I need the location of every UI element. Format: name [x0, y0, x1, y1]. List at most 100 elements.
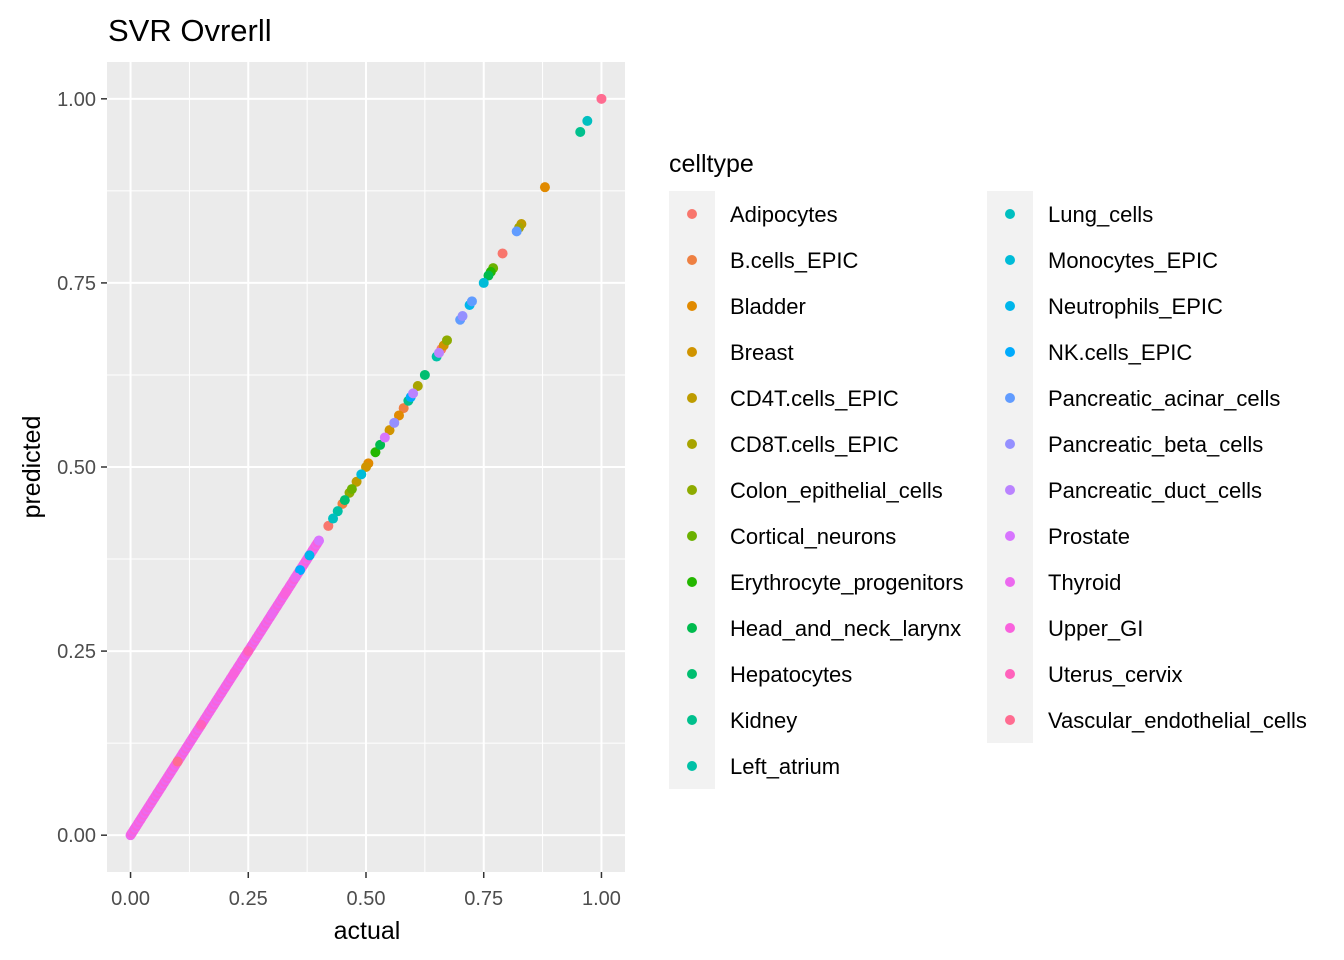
legend-label: Adipocytes [730, 202, 838, 227]
legend-label: Prostate [1048, 524, 1130, 549]
data-point [466, 296, 477, 307]
legend-key [1005, 669, 1015, 679]
legend-key [1005, 209, 1015, 219]
data-point [339, 495, 350, 506]
legend-key [687, 209, 697, 219]
data-point [328, 513, 339, 524]
y-tick-label: 0.75 [57, 273, 96, 295]
legend-label: Monocytes_EPIC [1048, 248, 1218, 273]
legend-key [1005, 255, 1015, 265]
legend-key [687, 669, 697, 679]
data-points [125, 93, 607, 841]
data-point [304, 550, 315, 561]
data-point [280, 587, 291, 598]
legend-key [1005, 439, 1015, 449]
data-point [229, 668, 240, 679]
data-point [379, 432, 390, 443]
legend-label: Pancreatic_duct_cells [1048, 478, 1262, 503]
legend-key [1005, 623, 1015, 633]
data-point [398, 403, 409, 414]
data-point [408, 388, 419, 399]
data-point [346, 484, 357, 495]
legend-key [687, 301, 697, 311]
legend-key [1005, 347, 1015, 357]
legend-label: Pancreatic_beta_cells [1048, 432, 1263, 457]
y-axis-ticks: 0.00 0.25 0.50 0.75 1.00 [57, 89, 107, 847]
legend-key [1005, 715, 1015, 725]
x-tick-label: 0.50 [347, 888, 386, 910]
data-point [290, 572, 301, 583]
y-tick-label: 0.00 [57, 825, 96, 847]
data-point [483, 270, 494, 281]
legend-label: Pancreatic_acinar_cells [1048, 386, 1280, 411]
data-point [497, 248, 508, 259]
legend-key [1005, 531, 1015, 541]
data-point [539, 182, 550, 193]
y-tick-label: 0.25 [57, 641, 96, 663]
legend-label: Vascular_endothelial_cells [1048, 708, 1307, 733]
legend-label: CD4T.cells_EPIC [730, 386, 899, 411]
legend-key [687, 439, 697, 449]
legend-label: Erythrocyte_progenitors [730, 570, 964, 595]
legend-key [687, 255, 697, 265]
legend-label: Uterus_cervix [1048, 662, 1182, 687]
legend-key [687, 577, 697, 587]
y-tick-label: 0.50 [57, 457, 96, 479]
data-point [582, 115, 593, 126]
legend-label: NK.cells_EPIC [1048, 340, 1192, 365]
legend-key [687, 761, 697, 771]
data-point [575, 126, 586, 137]
legend-key [687, 531, 697, 541]
legend-key-background [987, 191, 1033, 743]
legend-key [687, 347, 697, 357]
y-tick-label: 1.00 [57, 89, 96, 111]
legend-key [687, 485, 697, 495]
legend-key [1005, 301, 1015, 311]
data-point [351, 476, 362, 487]
data-point [441, 335, 452, 346]
legend-label: Colon_epithelial_cells [730, 478, 943, 503]
data-point [375, 439, 386, 450]
legend-label: B.cells_EPIC [730, 248, 858, 273]
chart-title: SVR Ovrerll [108, 13, 272, 48]
data-point [433, 347, 444, 358]
x-tick-label: 0.75 [464, 888, 503, 910]
data-point [511, 226, 522, 237]
data-point [389, 417, 400, 428]
legend-title: celltype [669, 150, 754, 178]
legend-label: Breast [730, 340, 794, 365]
legend-key [687, 715, 697, 725]
legend-key [1005, 393, 1015, 403]
x-tick-label: 1.00 [582, 888, 621, 910]
x-axis-label: actual [334, 917, 401, 945]
data-point [370, 447, 381, 458]
data-point [478, 277, 489, 288]
x-tick-label: 0.25 [229, 888, 268, 910]
data-point [313, 535, 324, 546]
legend: Adipocytes B.cells_EPIC Bladder Breast CD4T.… [669, 191, 1307, 789]
x-tick-label: 0.00 [111, 888, 150, 910]
legend-key [687, 393, 697, 403]
data-point [393, 410, 404, 421]
data-point [596, 93, 607, 104]
data-point [243, 646, 254, 657]
legend-label: Upper_GI [1048, 616, 1143, 641]
legend-label: Cortical_neurons [730, 524, 896, 549]
legend-label: Kidney [730, 708, 797, 733]
data-point [295, 565, 306, 576]
data-point [196, 719, 207, 730]
data-point [361, 462, 371, 472]
legend-key [1005, 577, 1015, 587]
data-point [457, 311, 468, 322]
legend-label: Neutrophils_EPIC [1048, 294, 1223, 319]
data-point [266, 609, 277, 620]
legend-label: Lung_cells [1048, 202, 1153, 227]
legend-label: Hepatocytes [730, 662, 852, 687]
legend-label: Left_atrium [730, 754, 840, 779]
data-point [172, 756, 183, 767]
legend-label: Bladder [730, 294, 806, 319]
data-point [384, 425, 395, 436]
data-point [332, 506, 343, 517]
x-axis-ticks: 0.00 0.25 0.50 0.75 1.00 [111, 872, 621, 910]
